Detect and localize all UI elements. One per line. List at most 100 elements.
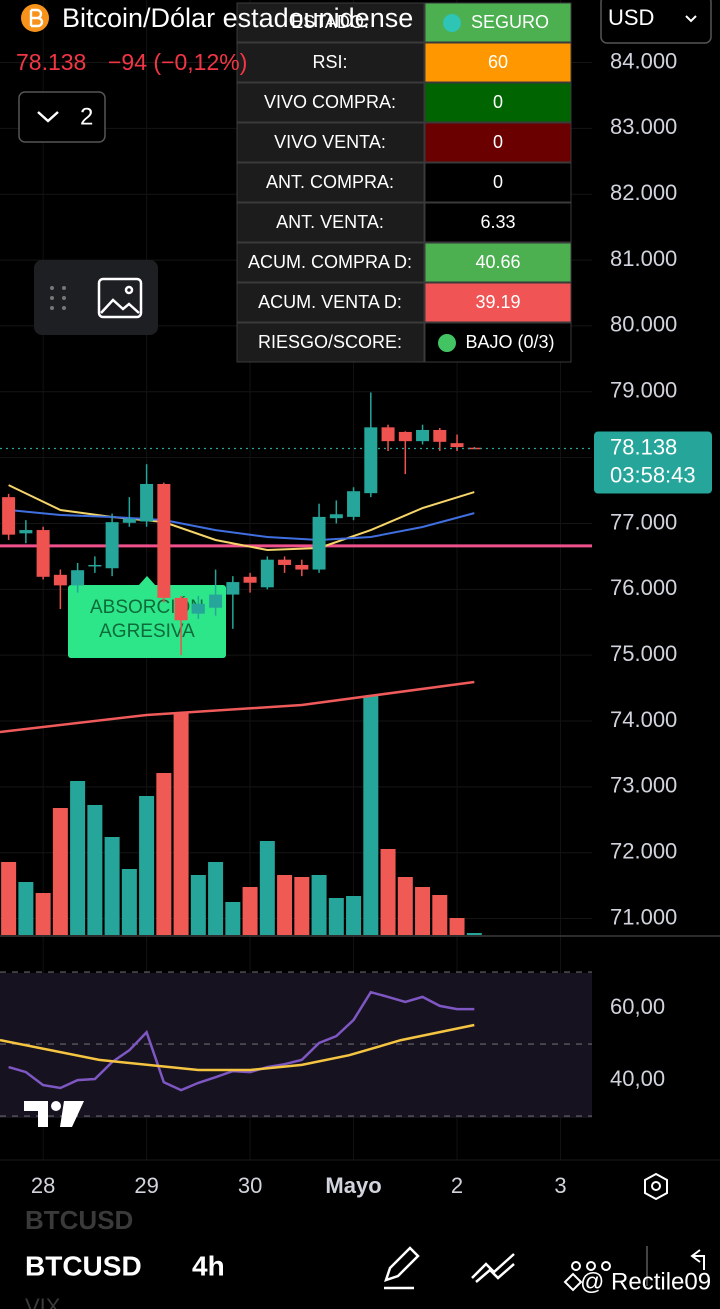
candle-body (140, 483, 154, 522)
indicator-line (0, 680, 475, 734)
volume-bar (1, 862, 17, 935)
table-label-cell (236, 42, 425, 83)
annotation-text: AGRESIVA (99, 621, 195, 642)
indicator-table: ESTADO: SEGURO RSI: 60 VIVO COMPRA: 0 VIVO VEN… (236, 2, 572, 363)
bar-bg (0, 1232, 720, 1309)
annotation-pointer (138, 576, 156, 586)
table-value-cell (424, 202, 572, 243)
candle-body (88, 564, 102, 567)
y-tick-label: 75.000 (610, 641, 677, 666)
indicator-toggle[interactable] (18, 91, 106, 143)
volume-bar (121, 869, 137, 935)
back-icon[interactable] (690, 1249, 705, 1270)
candle-body (278, 559, 292, 565)
table-value: 0 (493, 92, 503, 112)
chevron-icon (37, 111, 59, 123)
y-tick-label: 60,00 (610, 994, 665, 1019)
candle-body (329, 514, 343, 519)
volume-bar (173, 712, 189, 935)
candle-body (381, 427, 395, 442)
candle-body (157, 483, 171, 598)
volume-bar (466, 933, 482, 935)
y-tick-label: 74.000 (610, 707, 677, 732)
symbol-button[interactable]: BTCUSD (25, 1250, 142, 1281)
x-tick-label: 28 (31, 1173, 55, 1198)
volume-bar (415, 887, 431, 935)
candle-body (191, 603, 205, 614)
indicator-line (8, 484, 475, 552)
y-tick-label: 76.000 (610, 575, 677, 600)
y-tick-label: 82.000 (610, 180, 677, 205)
faded-symbol: BTCUSD (25, 1205, 133, 1235)
lines-tool[interactable] (471, 1253, 515, 1283)
table-label-cell (236, 122, 425, 163)
drag-handle (50, 286, 66, 310)
table-label-cell (236, 242, 425, 283)
candle-body (295, 564, 309, 570)
candle-body (71, 570, 85, 586)
table-label: ACUM. VENTA D: (258, 292, 402, 312)
candle-body (416, 429, 430, 442)
candle-body (433, 429, 447, 442)
volume-bar (259, 841, 275, 935)
volume-bar (380, 849, 396, 935)
watermark: @ Rectile09 (580, 1268, 711, 1295)
table-value: 0 (493, 172, 503, 192)
table-label: RSI: (312, 52, 347, 72)
volume-bar (190, 875, 206, 935)
table-value-cell (424, 242, 572, 283)
table-label-cell (236, 2, 425, 43)
last-price-box (594, 431, 712, 494)
interval-button[interactable]: 4h (192, 1250, 225, 1281)
more-tool[interactable] (563, 1261, 611, 1292)
draw-tool[interactable] (384, 1246, 420, 1290)
volume-bar (397, 877, 413, 935)
candle-body (2, 497, 16, 535)
symbol-title: Bitcoin/Dólar estadounidense (62, 3, 413, 33)
candle-body (122, 518, 136, 523)
table-value: 6.33 (480, 212, 515, 232)
y-tick-label: 73.000 (610, 773, 677, 798)
volume-bar (139, 796, 155, 935)
rsi-band (0, 973, 592, 1118)
volume-bar (311, 875, 327, 935)
status-dot (438, 334, 456, 352)
table-label-cell (236, 202, 425, 243)
table-label: ESTADO: (291, 12, 369, 32)
header-price: 78.138 (16, 49, 86, 75)
candle-body (36, 530, 50, 577)
table-label: ANT. VENTA: (276, 212, 384, 232)
currency-select[interactable] (600, 0, 712, 44)
x-tick-label: 2 (451, 1173, 463, 1198)
table-label-cell (236, 82, 425, 123)
candle-body (398, 431, 412, 442)
y-tick-label: 72.000 (610, 839, 677, 864)
chevron-icon (685, 15, 697, 23)
candle-body (347, 491, 361, 517)
candle-body (243, 576, 257, 583)
image-icon (97, 277, 143, 319)
faded-next: VIX (25, 1294, 61, 1309)
candle-body (226, 582, 240, 595)
y-tick-label: 77.000 (610, 509, 677, 534)
table-label: ANT. COMPRA: (266, 172, 394, 192)
table-value: 0 (493, 132, 503, 152)
volume-bar (225, 902, 241, 935)
candle-body (364, 427, 378, 494)
table-label-cell (236, 322, 425, 363)
volume-bar (104, 837, 120, 935)
table-label-cell (236, 282, 425, 323)
volume-bar (18, 882, 34, 935)
volume-bar (294, 877, 310, 935)
settings-icon[interactable] (644, 1172, 668, 1201)
y-tick-label: 79.000 (610, 378, 677, 403)
volume-bar (449, 918, 465, 935)
y-tick-label: 84.000 (610, 48, 677, 73)
last-price-label: 78.138 (610, 434, 677, 459)
candle-body (312, 516, 326, 570)
volume-bar (208, 862, 224, 935)
